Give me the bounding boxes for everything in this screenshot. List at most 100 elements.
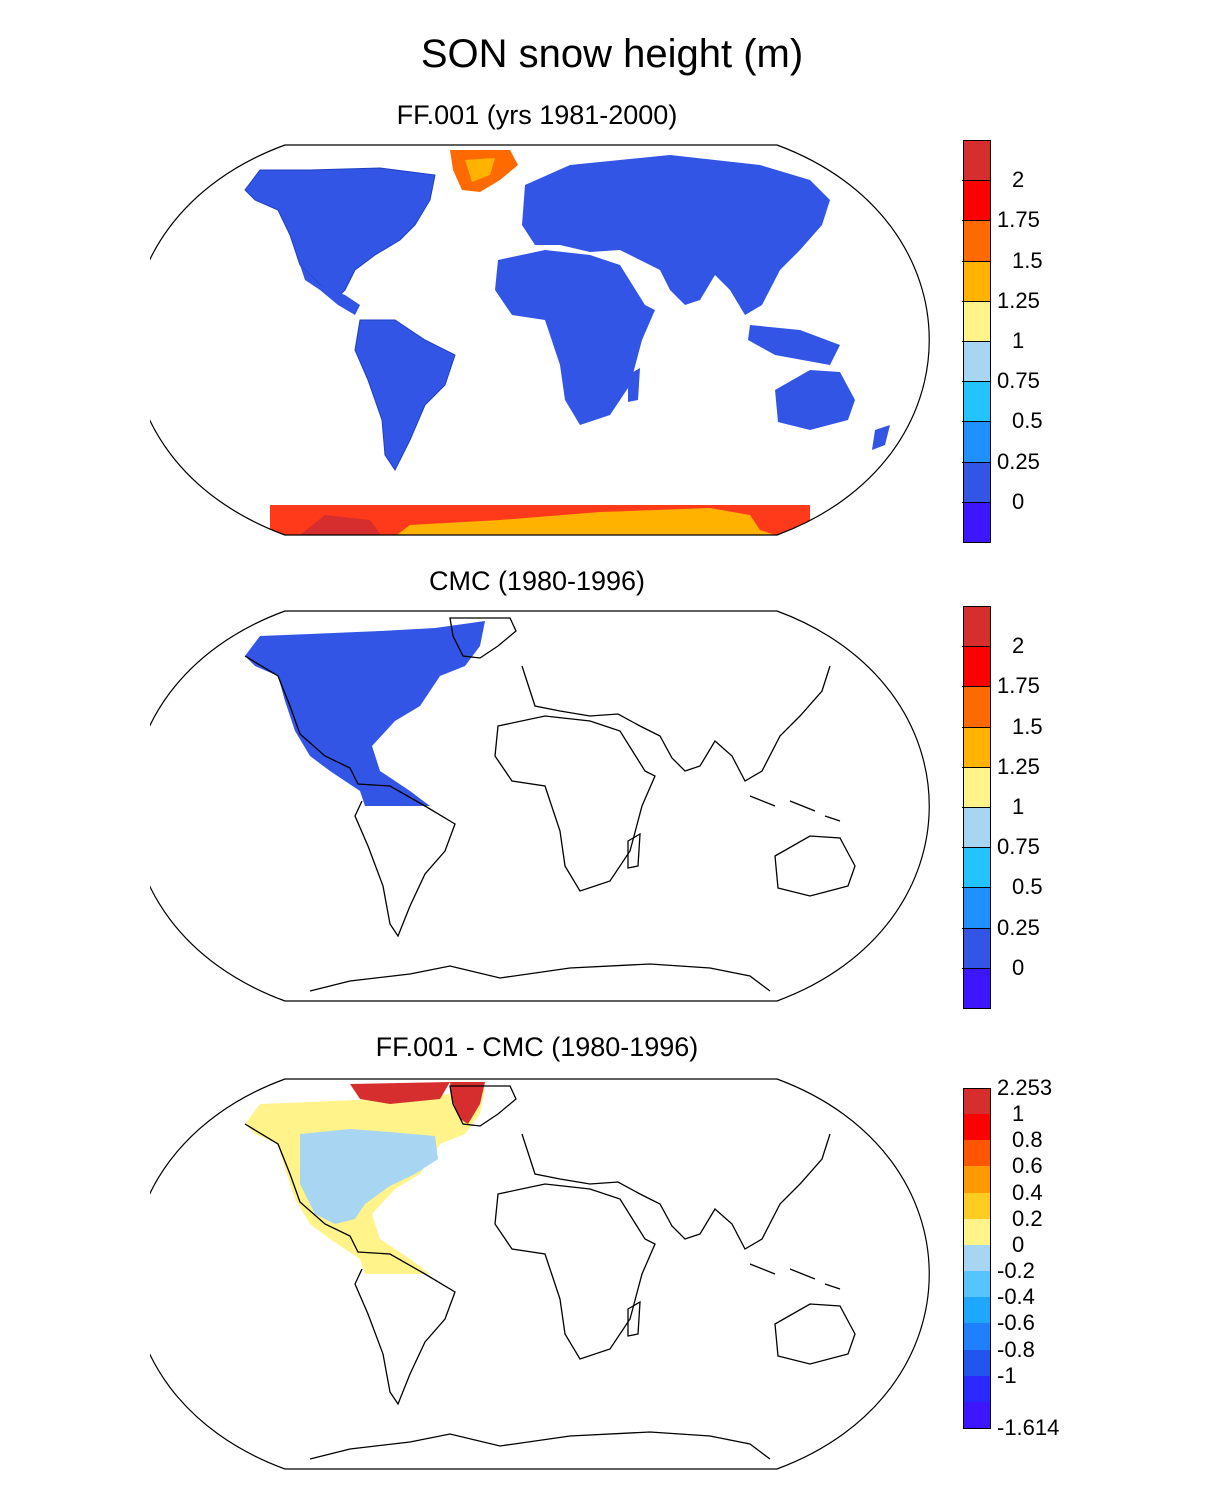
colorbar-label: 1	[1012, 1101, 1025, 1127]
colorbar-label: -1	[997, 1362, 1017, 1388]
colorbar-tick	[962, 726, 990, 728]
colorbar-segment	[963, 140, 991, 182]
colorbar-label: 1.25	[997, 287, 1040, 313]
colorbar-segment	[963, 220, 991, 261]
greenland-diff	[450, 1082, 485, 1124]
eurasia-snow	[522, 155, 830, 315]
colorbar-segment	[963, 260, 991, 301]
colorbar-segment	[963, 847, 991, 888]
colorbar-label: 1	[1012, 328, 1025, 353]
colorbar-ff001	[962, 140, 991, 543]
colorbar-label: 1	[1012, 794, 1025, 819]
se-asia-snow	[748, 325, 840, 365]
colorbar-segment	[963, 1166, 991, 1193]
map-difference	[150, 1078, 930, 1470]
colorbar-label: 0.25	[997, 914, 1040, 940]
colorbar-segment	[963, 180, 991, 221]
colorbar-tick	[962, 300, 990, 302]
arctic-diff	[350, 1082, 450, 1104]
north-america-snow	[244, 167, 436, 296]
coastlines	[244, 617, 856, 992]
colorbar-cmc	[962, 606, 991, 1009]
south-america-snow	[354, 319, 456, 471]
antarctica-snow-red	[300, 515, 385, 535]
map-cmc-frame	[150, 610, 930, 1002]
africa-snow	[495, 250, 655, 425]
map-ff001-frame	[150, 144, 930, 536]
colorbar-label: 0.8	[1012, 1127, 1043, 1153]
colorbar-segment	[963, 1297, 991, 1324]
colorbar-label: 0	[1012, 954, 1025, 980]
colorbar-tick	[962, 927, 990, 929]
antarctica-snow-main	[390, 508, 790, 535]
colorbar-segment	[963, 381, 991, 422]
panel-2-title: CMC (1980-1996)	[428, 566, 646, 596]
colorbar-tick	[962, 887, 990, 889]
colorbar-segment	[963, 1088, 991, 1116]
map-cmc-fields	[245, 621, 485, 806]
coastlines	[244, 1085, 856, 1460]
colorbar-label: 0.5	[1012, 408, 1043, 434]
colorbar-tick	[962, 180, 990, 182]
colorbar-tick	[962, 461, 990, 463]
colorbar-difference	[963, 1088, 991, 1429]
colorbar-label: 2.253	[997, 1075, 1053, 1100]
map-ff001-fields	[244, 150, 890, 535]
colorbar-segment	[963, 726, 991, 767]
colorbar-tick	[962, 421, 990, 423]
colorbar-label: 0.25	[997, 448, 1040, 474]
colorbar-segment	[963, 1140, 991, 1167]
colorbar-label: 1.75	[997, 207, 1040, 233]
colorbar-tick	[962, 260, 990, 262]
central-america-snow	[300, 265, 360, 315]
colorbar-label: 0.2	[1012, 1205, 1043, 1231]
map-difference-frame	[150, 1078, 930, 1470]
new-zealand-snow	[872, 425, 890, 450]
colorbar-segment	[963, 807, 991, 848]
colorbar-segment	[963, 341, 991, 382]
colorbar-label: 0.4	[1012, 1179, 1043, 1205]
figure-title: SON snow height (m)	[420, 32, 804, 76]
colorbar-segment	[963, 501, 991, 543]
colorbar-label: 2	[1012, 633, 1025, 659]
colorbar-segment	[963, 927, 991, 968]
colorbar-label: 0.6	[1012, 1153, 1043, 1179]
colorbar-segment	[963, 766, 991, 807]
colorbar-label: 1.5	[1012, 713, 1043, 739]
colorbar-segment	[963, 967, 991, 1009]
colorbar-label: -0.8	[997, 1336, 1035, 1362]
colorbar-label: 0.5	[1012, 874, 1043, 900]
colorbar-label: -1.614	[997, 1415, 1060, 1440]
colorbar-segment	[963, 1401, 991, 1429]
panel-3-title: FF.001 - CMC (1980-1996)	[375, 1032, 699, 1062]
colorbar-tick	[962, 220, 990, 222]
colorbar-segment	[963, 646, 991, 687]
colorbar-label: 0.75	[997, 368, 1040, 394]
colorbar-tick	[962, 381, 990, 383]
colorbar-tick	[962, 807, 990, 808]
colorbar-tick	[962, 501, 990, 503]
map-difference-fields	[245, 1082, 485, 1274]
colorbar-tick	[962, 646, 990, 648]
colorbar-label: -0.2	[997, 1258, 1035, 1284]
colorbar-tick	[962, 967, 990, 969]
colorbar-label: 1.75	[997, 673, 1040, 699]
colorbar-segment	[963, 461, 991, 502]
colorbar-segment	[963, 1244, 991, 1272]
australia-snow	[775, 370, 855, 430]
colorbar-label: 0	[1012, 488, 1025, 514]
colorbar-segment	[963, 1218, 991, 1245]
colorbar-segment	[963, 1323, 991, 1350]
colorbar-label: 0.75	[997, 834, 1040, 860]
colorbar-label: 1.5	[1012, 247, 1043, 273]
colorbar-segment	[963, 1271, 991, 1298]
colorbar-label: -0.4	[997, 1284, 1035, 1310]
colorbar-tick	[962, 766, 990, 768]
colorbar-label: 2	[1012, 167, 1025, 193]
colorbar-segment	[963, 606, 991, 648]
north-america-snow	[245, 621, 485, 806]
colorbar-segment	[963, 1114, 991, 1141]
colorbar-tick	[962, 686, 990, 688]
colorbar-segment	[963, 1375, 991, 1402]
colorbar-tick	[962, 341, 990, 342]
